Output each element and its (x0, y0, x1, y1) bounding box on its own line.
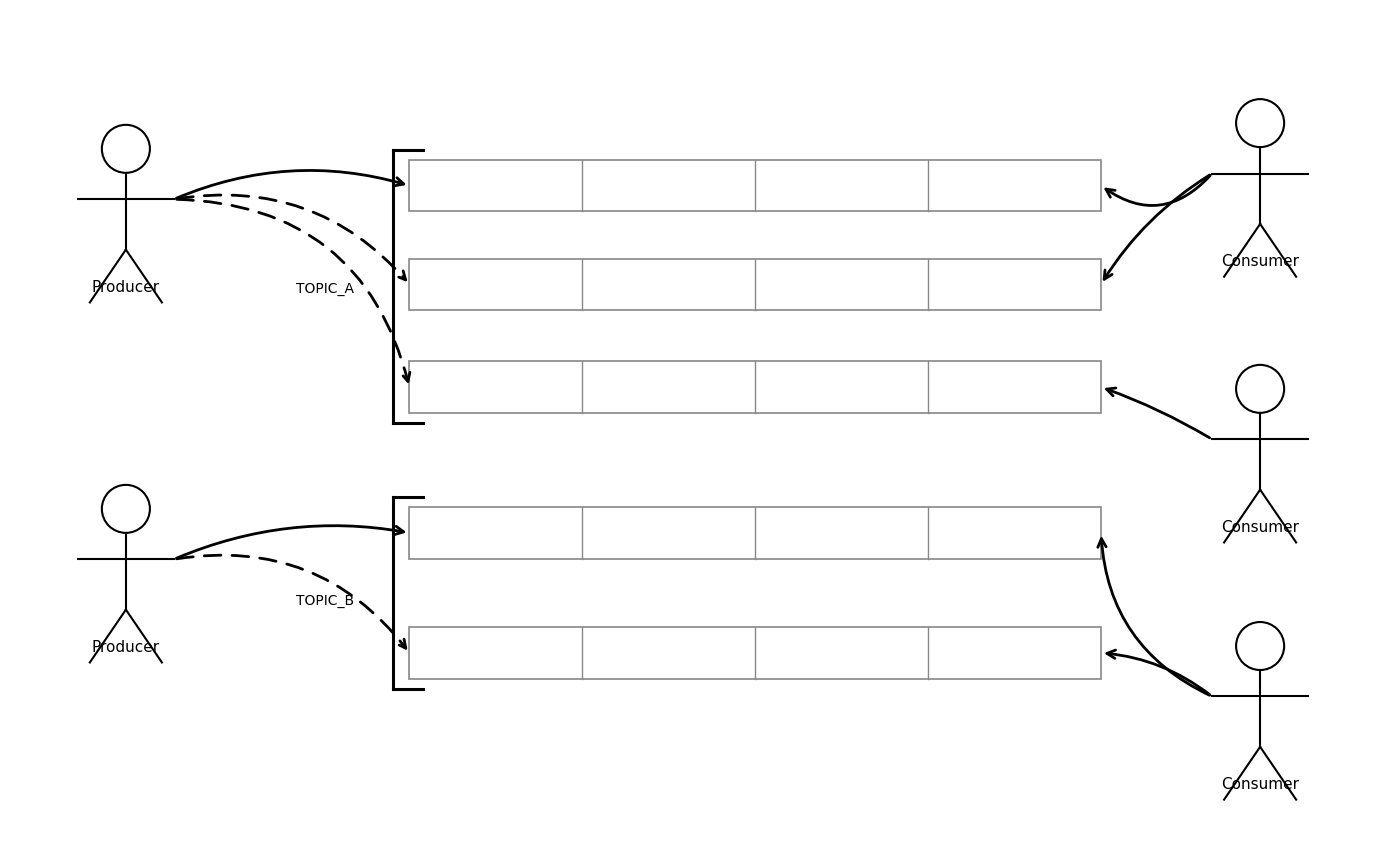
Text: Producer: Producer (91, 280, 159, 295)
Bar (409, 507, 1100, 559)
Text: Consumer: Consumer (1221, 519, 1299, 535)
Text: TOPIC_A: TOPIC_A (297, 281, 353, 296)
Bar (409, 361, 1100, 413)
Text: TOPIC_B: TOPIC_B (297, 594, 353, 608)
Text: Consumer: Consumer (1221, 777, 1299, 792)
Bar (409, 160, 1100, 212)
Bar (409, 627, 1100, 679)
Bar (409, 259, 1100, 310)
Text: Consumer: Consumer (1221, 254, 1299, 269)
Text: Producer: Producer (91, 640, 159, 654)
